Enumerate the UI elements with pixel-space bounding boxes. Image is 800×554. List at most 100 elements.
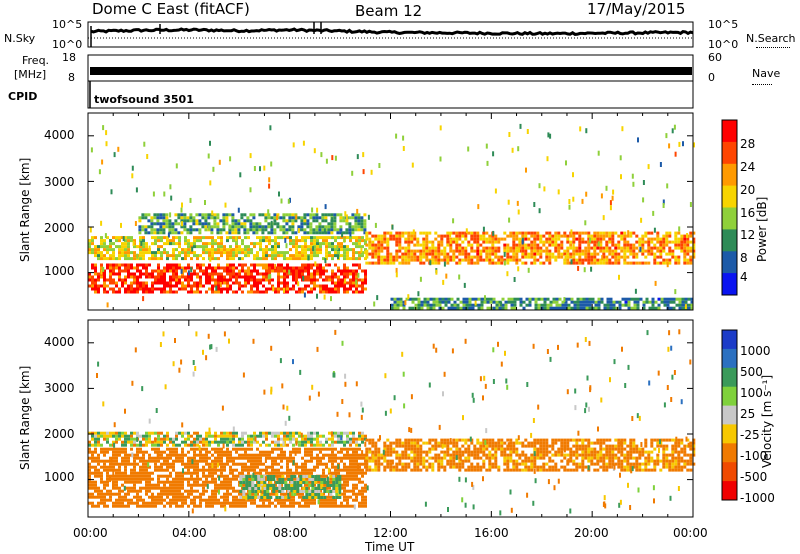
data-cell [157,272,160,276]
data-cell [156,219,160,223]
data-cell [91,437,94,441]
data-cell [150,216,154,220]
data-cell [247,477,250,481]
data-cell [160,480,163,484]
data-cell [609,300,613,304]
data-cell [282,219,286,223]
data-cell [97,248,100,252]
data-cell [214,272,217,276]
data-cell [112,504,115,508]
data-cell [352,489,355,493]
data-cell [331,443,334,447]
data-cell [593,231,597,235]
data-cell [386,237,390,241]
data-cell [331,257,334,261]
data-cell [464,255,468,259]
data-speckle [208,225,211,231]
data-cell [193,483,196,487]
data-speckle [289,197,291,203]
data-cell [319,474,322,478]
velocity-ytick: 3000 [44,381,75,395]
data-cell [662,249,666,253]
data-cell [401,255,405,259]
data-cell [364,281,367,285]
data-cell [533,231,537,235]
data-cell [434,237,438,241]
data-cell [611,252,615,256]
data-speckle [618,274,620,280]
data-cell [389,231,393,235]
data-cell [271,456,274,460]
data-cell [398,468,402,472]
data-cell [515,249,519,253]
data-cell [214,447,217,451]
data-cell [355,447,358,451]
data-cell [178,483,181,487]
data-cell [623,249,627,253]
data-speckle [181,221,183,227]
data-speckle [356,208,359,214]
data-cell [377,453,381,457]
data-cell [106,263,109,267]
data-cell [229,278,232,282]
data-cell [157,483,160,487]
data-cell [360,216,364,220]
data-cell [138,225,142,229]
data-speckle [597,241,600,247]
data-cell [346,450,349,454]
data-cell [309,222,313,226]
data-cell [142,290,145,294]
data-cell [503,237,507,241]
data-cell [235,477,238,481]
data-cell [500,255,504,259]
data-cell [319,440,322,444]
data-cell [431,240,435,244]
velocity-cbar-tick: -500 [740,470,768,484]
data-cell [160,251,163,255]
data-cell [446,234,450,238]
data-cell [647,261,651,265]
data-cell [163,251,166,255]
data-cell [389,459,393,463]
data-cell [202,269,205,273]
noise-tick-right-top: 10^5 [708,18,739,31]
data-cell [240,216,244,220]
data-cell [94,431,97,435]
data-cell [207,216,211,220]
data-cell [262,440,265,444]
data-cell [190,483,193,487]
data-cell [530,240,534,244]
data-cell [229,254,232,258]
data-cell [178,486,181,490]
power-cbar-tick: 16 [740,206,756,220]
data-cell [268,287,271,291]
data-cell [360,219,364,223]
data-cell [165,219,169,223]
data-cell [620,255,624,259]
data-cell [211,272,214,276]
data-cell [662,246,666,250]
data-cell [91,471,94,475]
data-cell [618,306,622,310]
data-cell [166,456,169,460]
data-cell [361,501,364,505]
data-cell [307,275,310,279]
data-cell [310,266,313,270]
data-cell [361,495,364,499]
data-cell [346,290,349,294]
data-cell [482,249,486,253]
data-cell [313,498,316,502]
data-cell [322,492,325,496]
data-cell [283,450,286,454]
data-cell [115,462,118,466]
data-cell [244,284,247,288]
data-cell [465,306,469,310]
data-cell [398,462,402,466]
data-cell [365,453,369,457]
data-cell [398,444,402,448]
data-cell [419,462,423,466]
data-cell [361,290,364,294]
data-cell [180,216,184,220]
data-cell [277,456,280,460]
data-cell [97,453,100,457]
